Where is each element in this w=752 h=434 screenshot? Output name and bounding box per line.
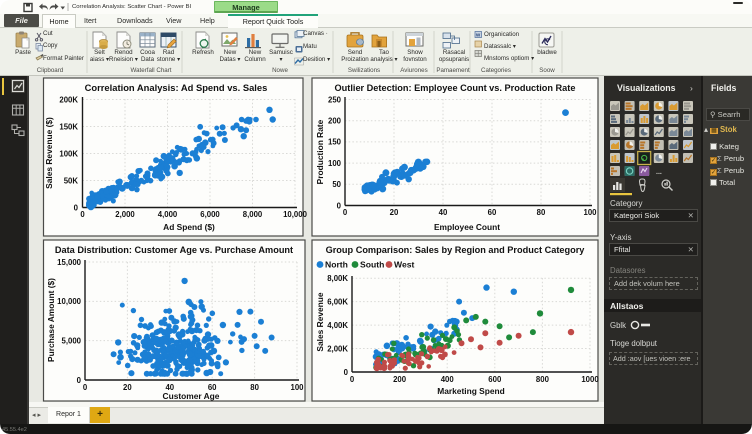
svg-text:w: w [475, 32, 481, 38]
svg-text:2,000: 2,000 [115, 210, 135, 219]
svg-text:150K: 150K [59, 122, 78, 131]
svg-text:0: 0 [80, 210, 85, 219]
svg-text:Customer Age: Customer Age [163, 391, 220, 401]
svg-text:0: 0 [350, 375, 355, 384]
svg-text:100K: 100K [59, 149, 78, 158]
svg-text:1000: 1000 [581, 375, 599, 384]
svg-text:Sales Revenue ($): Sales Revenue ($) [44, 117, 54, 189]
svg-text:250: 250 [328, 95, 342, 104]
svg-text:Employee Count: Employee Count [434, 222, 500, 232]
svg-text:50: 50 [332, 180, 341, 189]
svg-text:Marketing Spend: Marketing Spend [437, 386, 504, 396]
svg-text:0: 0 [337, 201, 342, 210]
svg-text:8,000: 8,000 [243, 210, 263, 219]
svg-text:South: South [360, 260, 384, 270]
svg-text:100: 100 [328, 159, 342, 168]
svg-text:Correlation Analysis: Ad Spend: Correlation Analysis: Ad Spend vs. Sales [85, 82, 268, 93]
svg-text:...: ... [656, 169, 662, 176]
svg-text:80: 80 [537, 208, 546, 217]
svg-text:West: West [394, 260, 415, 270]
svg-text:400: 400 [441, 375, 455, 384]
svg-text:4,000: 4,000 [158, 210, 178, 219]
svg-text:150: 150 [328, 138, 342, 147]
svg-text:4,00K: 4,00K [327, 321, 348, 330]
svg-text:15,000: 15,000 [57, 258, 82, 267]
svg-text:8,00K: 8,00K [327, 274, 348, 283]
svg-text:North: North [325, 260, 348, 270]
svg-text:60: 60 [208, 383, 217, 392]
svg-text:Group Comparison: Sales by Reg: Group Comparison: Sales by Region and Pr… [326, 245, 586, 255]
svg-text:100: 100 [583, 208, 597, 217]
svg-text:Data Distribution: Customer Ag: Data Distribution: Customer Age vs. Purc… [55, 245, 293, 255]
svg-text:6,000: 6,000 [200, 210, 220, 219]
svg-text:0: 0 [74, 203, 79, 212]
svg-text:40: 40 [165, 383, 174, 392]
svg-text:0: 0 [83, 383, 88, 392]
svg-text:100: 100 [290, 383, 304, 392]
svg-text:5,000: 5,000 [61, 336, 81, 345]
svg-text:0: 0 [77, 376, 82, 385]
svg-text:80: 80 [250, 383, 259, 392]
svg-text:0: 0 [344, 368, 349, 377]
svg-text:0: 0 [343, 208, 348, 217]
svg-text:200: 200 [393, 375, 407, 384]
svg-text:20: 20 [390, 208, 399, 217]
svg-text:Purchase Amount ($): Purchase Amount ($) [46, 278, 56, 362]
svg-text:40: 40 [439, 208, 448, 217]
svg-text:200: 200 [328, 117, 342, 126]
svg-text:20: 20 [123, 383, 132, 392]
svg-text:200K: 200K [59, 95, 78, 104]
svg-text:60: 60 [488, 208, 497, 217]
svg-text:Sales Revenue: Sales Revenue [315, 292, 325, 351]
svg-text:2,00K: 2,00K [327, 344, 348, 353]
svg-text:6,00K: 6,00K [327, 297, 348, 306]
svg-text:50K: 50K [64, 176, 79, 185]
svg-text:600: 600 [488, 375, 502, 384]
svg-text:Outlier Detection: Employee Co: Outlier Detection: Employee Count vs. Pr… [335, 83, 576, 93]
svg-text:10,000: 10,000 [283, 210, 308, 219]
svg-text:Ad Spend ($): Ad Spend ($) [163, 222, 215, 232]
svg-text:10,000: 10,000 [57, 297, 82, 306]
svg-text:800: 800 [536, 375, 550, 384]
svg-text:Production Rate: Production Rate [315, 119, 325, 184]
